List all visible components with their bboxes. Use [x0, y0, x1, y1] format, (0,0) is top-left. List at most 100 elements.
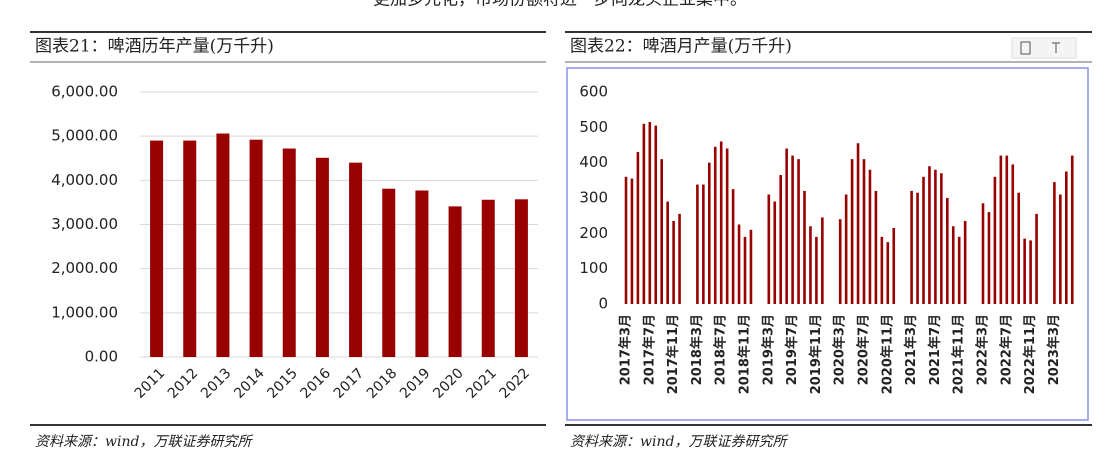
toolbar[interactable] [1011, 37, 1077, 59]
x-tick-label: 2019年3月 [760, 314, 776, 385]
x-tick-label: 2020年11月 [879, 314, 895, 394]
bar [838, 219, 842, 304]
bar [1017, 192, 1020, 304]
bar [779, 175, 782, 304]
bar [708, 162, 711, 304]
x-tick-label: 2014 [231, 365, 268, 402]
x-tick-label: 2021年3月 [903, 314, 919, 385]
bar [448, 206, 462, 357]
bar [666, 201, 669, 304]
bar [713, 146, 717, 304]
bar [1005, 155, 1009, 304]
x-tick-label: 2017年3月 [618, 314, 634, 385]
y-tick-label: 4,000.00 [51, 171, 118, 189]
source-note: 资料来源：wind，万联证券研究所 [570, 434, 788, 450]
x-tick-label: 2012 [165, 365, 202, 402]
chart-title: 图表22：啤酒月产量(万千升) [570, 37, 792, 57]
x-tick-label: 2023年3月 [1046, 314, 1062, 385]
bar [957, 236, 961, 304]
x-tick-label: 2013 [198, 365, 235, 402]
bar [987, 212, 991, 304]
x-tick-label: 2017年11月 [665, 314, 681, 394]
bar [916, 192, 919, 304]
bar [630, 178, 634, 304]
bar [216, 133, 230, 357]
text-icon[interactable] [1052, 42, 1060, 53]
bar [719, 141, 723, 304]
x-tick-label: 2021年7月 [927, 314, 943, 385]
bar [803, 190, 806, 304]
x-tick-label: 2018年7月 [713, 314, 729, 385]
bar [928, 166, 931, 304]
bar [946, 198, 949, 304]
x-tick-label: 2020年3月 [832, 314, 848, 385]
x-tick-label: 2019 [397, 365, 434, 402]
x-tick-label: 2016 [298, 365, 335, 402]
bar [1059, 194, 1062, 304]
bar [1035, 213, 1038, 304]
bar [660, 159, 663, 304]
bar [922, 176, 925, 304]
x-tick-label: 2022年3月 [975, 314, 991, 385]
y-tick-label: 100 [579, 259, 608, 277]
bar [981, 203, 985, 304]
bar [702, 184, 705, 304]
y-tick-label: 400 [579, 153, 608, 171]
bar [785, 148, 788, 304]
bar [249, 139, 263, 357]
bar [642, 123, 646, 304]
y-tick-label: 3,000.00 [51, 215, 118, 233]
x-tick-label: 2021 [463, 365, 500, 402]
x-tick-label: 2015 [264, 365, 301, 402]
bar [678, 213, 681, 304]
bar [749, 229, 753, 304]
bar [183, 140, 197, 357]
y-tick-label: 0 [598, 295, 608, 313]
bar [315, 157, 329, 357]
y-tick-label: 0.00 [85, 348, 118, 366]
bar [862, 159, 866, 304]
y-tick-label: 1,000.00 [51, 303, 118, 321]
bar [880, 236, 884, 304]
header-text: 更加多元化，市场份额将进一步向龙头企业集中。 [373, 0, 747, 10]
bar [415, 190, 429, 357]
bar [282, 148, 296, 357]
bar [821, 217, 824, 304]
bar [624, 176, 628, 304]
bar [910, 190, 913, 304]
bar [809, 226, 812, 304]
copy-icon[interactable] [1020, 41, 1031, 55]
bar [150, 140, 164, 357]
bar [1070, 155, 1074, 304]
y-tick-label: 500 [579, 118, 608, 136]
bar [1065, 171, 1068, 304]
x-tick-label: 2020 [430, 365, 467, 402]
bar [868, 169, 872, 304]
bar [773, 201, 777, 304]
bar [993, 176, 997, 304]
bar [648, 122, 652, 305]
x-tick-label: 2022年11月 [1022, 314, 1038, 394]
bar [1053, 182, 1056, 304]
bar [999, 155, 1003, 304]
x-tick-label: 2020年7月 [856, 314, 872, 385]
bar [1029, 240, 1032, 304]
bar [743, 236, 747, 304]
bar [654, 125, 658, 304]
bar [349, 162, 363, 357]
bar [725, 148, 729, 304]
y-tick-label: 2,000.00 [51, 259, 118, 277]
x-tick-label: 2018年11月 [737, 314, 753, 394]
bar [1011, 164, 1015, 304]
bar [514, 199, 528, 357]
bar [481, 199, 495, 357]
x-tick-label: 2022年7月 [998, 314, 1014, 385]
x-tick-label: 2019年7月 [784, 314, 800, 385]
x-tick-label: 2017年7月 [641, 314, 657, 385]
bar [951, 226, 955, 304]
y-tick-label: 5,000.00 [51, 127, 118, 145]
bar [767, 194, 771, 304]
bar [696, 184, 699, 304]
x-tick-label: 2011 [132, 365, 169, 402]
